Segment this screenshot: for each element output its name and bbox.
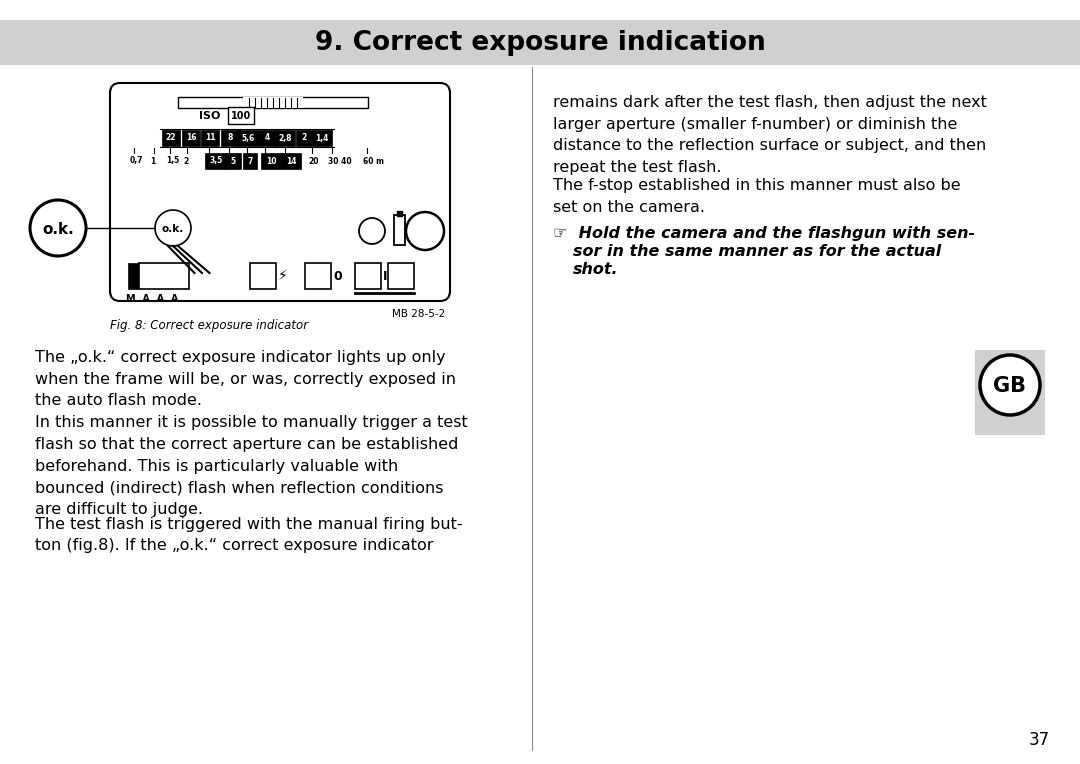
Text: 100: 100 [231, 111, 252, 121]
Text: I: I [383, 270, 388, 283]
Text: Fig. 8: Correct exposure indicator: Fig. 8: Correct exposure indicator [110, 319, 308, 332]
Bar [355, 263, 381, 289]
Text: 20: 20 [308, 157, 319, 166]
Text: MB 28-5-2: MB 28-5-2 [392, 309, 445, 319]
Text: shot.: shot. [573, 261, 619, 277]
Circle shape [359, 218, 384, 244]
Text: In this manner it is possible to manually trigger a test
flash so that the corre: In this manner it is possible to manuall… [35, 416, 468, 517]
Text: 22: 22 [165, 134, 176, 143]
Text: 2,8: 2,8 [279, 134, 292, 143]
Text: GB: GB [994, 376, 1026, 396]
Bar [243, 97, 303, 108]
Text: 5: 5 [230, 157, 235, 166]
Bar [205, 153, 227, 169]
Bar [275, 130, 295, 146]
Text: The f-stop established in this manner must also be
set on the camera.: The f-stop established in this manner mu… [553, 178, 960, 215]
Text: ISO: ISO [200, 111, 220, 121]
Bar [305, 263, 330, 289]
Text: The test flash is triggered with the manual firing but-
ton (fig.8). If the „o.k: The test flash is triggered with the man… [35, 516, 462, 553]
Bar [162, 130, 180, 146]
Text: 60 m: 60 m [363, 157, 384, 166]
Text: remains dark after the test flash, then adjust the next
larger aperture (smaller: remains dark after the test flash, then … [553, 95, 987, 175]
Bar [183, 130, 200, 146]
Text: 0,7: 0,7 [130, 157, 144, 166]
Bar [388, 263, 414, 289]
Bar [243, 153, 257, 169]
Text: 16: 16 [186, 134, 197, 143]
Text: sor in the same manner as for the actual: sor in the same manner as for the actual [573, 244, 942, 259]
Bar [261, 153, 281, 169]
Circle shape [156, 210, 191, 246]
Bar [281, 153, 301, 169]
Bar [129, 263, 138, 289]
Text: 2: 2 [301, 134, 307, 143]
Circle shape [406, 212, 444, 250]
Text: 10: 10 [266, 157, 276, 166]
Text: 7: 7 [247, 157, 253, 166]
Text: ⚡: ⚡ [278, 269, 287, 283]
Bar [296, 130, 312, 146]
FancyBboxPatch shape [110, 83, 450, 301]
Text: 3,5: 3,5 [210, 157, 222, 166]
Bar [178, 97, 368, 108]
Text: 37: 37 [1029, 731, 1050, 749]
Text: 1: 1 [150, 157, 156, 166]
Bar [394, 215, 405, 245]
Text: 14: 14 [286, 157, 296, 166]
Circle shape [980, 355, 1040, 415]
Text: 8: 8 [227, 134, 232, 143]
Bar [221, 130, 239, 146]
Text: 9. Correct exposure indication: 9. Correct exposure indication [314, 30, 766, 56]
Text: 0: 0 [333, 270, 341, 283]
Text: 30 40: 30 40 [328, 157, 352, 166]
Text: 11: 11 [205, 134, 215, 143]
Text: 4: 4 [265, 134, 270, 143]
Bar [397, 211, 402, 216]
Bar [249, 263, 276, 289]
Text: 5,6: 5,6 [241, 134, 255, 143]
Text: 1,4: 1,4 [315, 134, 328, 143]
Bar [201, 130, 219, 146]
Bar [228, 107, 254, 124]
Circle shape [30, 200, 86, 256]
Text: o.k.: o.k. [42, 222, 73, 237]
Text: The „o.k.“ correct exposure indicator lights up only
when the frame will be, or : The „o.k.“ correct exposure indicator li… [35, 350, 456, 408]
Text: 1,5: 1,5 [166, 157, 179, 166]
Bar [0, 20, 1080, 65]
Bar [975, 350, 1045, 435]
Bar [238, 130, 258, 146]
Text: o.k.: o.k. [162, 224, 184, 234]
Text: 2: 2 [183, 157, 188, 166]
Bar [258, 130, 276, 146]
Bar [225, 153, 241, 169]
Text: ☞  Hold the camera and the flashgun with sen-: ☞ Hold the camera and the flashgun with … [553, 226, 975, 241]
Text: M  A  A  A: M A A A [125, 294, 178, 304]
Bar [312, 130, 332, 146]
Bar [139, 263, 189, 289]
